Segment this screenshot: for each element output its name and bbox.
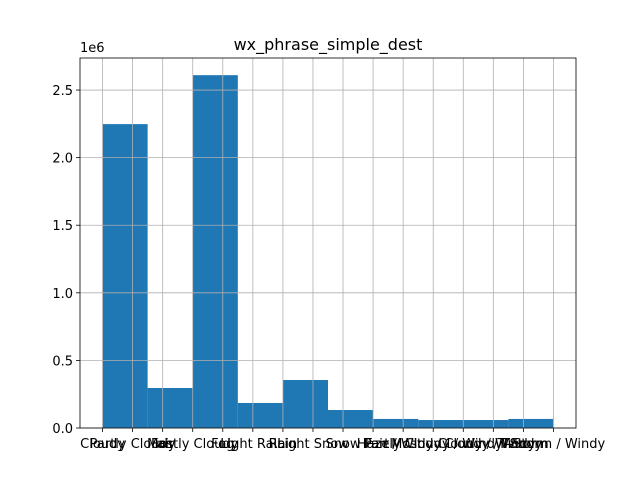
chart-title: wx_phrase_simple_dest	[234, 35, 423, 55]
y-tick-label: 2.5	[52, 84, 73, 99]
x-tick-label: Partly Cloudy	[90, 437, 176, 452]
bar	[418, 420, 464, 428]
y-tick-label: 0.5	[52, 354, 73, 369]
x-tick-label: Haze	[357, 437, 390, 452]
x-tick-label: Fair	[151, 437, 175, 452]
x-tick-label: Mostly Cloudy	[147, 437, 239, 452]
bar	[102, 124, 148, 428]
bar	[237, 402, 283, 428]
bar	[373, 418, 419, 428]
x-tick-label: T-Storm / Windy	[501, 437, 606, 452]
bar	[463, 420, 509, 428]
y-tick-label: 2.0	[52, 152, 73, 167]
y-tick-label: 1.0	[52, 287, 73, 302]
x-tick-label: Fog	[211, 437, 234, 452]
plot-frame	[79, 57, 577, 429]
y-tick-label: 0.0	[52, 422, 73, 437]
x-tick-label: Partly Cloudy / Windy	[364, 437, 503, 452]
bar	[147, 387, 193, 428]
x-tick-label: Mostly Cloudy / Windy	[391, 437, 536, 452]
y-tick-label: 1.5	[52, 219, 73, 234]
x-tick-label: Cloudy	[80, 437, 125, 452]
x-tick-label: T-Storm	[497, 437, 549, 452]
bar	[192, 75, 238, 429]
x-tick-label: Cloudy / Windy	[444, 437, 542, 452]
x-tick-label: Snow	[325, 437, 360, 452]
bar	[282, 380, 328, 428]
x-tick-label: Fair / Windy	[365, 437, 442, 452]
y-offset-label: 1e6	[80, 41, 105, 56]
x-tick-label: Light Snow	[277, 437, 349, 452]
bar	[328, 410, 374, 428]
bar	[508, 418, 554, 428]
x-tick-label: Light Rain	[220, 437, 285, 452]
x-tick-label: Rain	[269, 437, 298, 452]
